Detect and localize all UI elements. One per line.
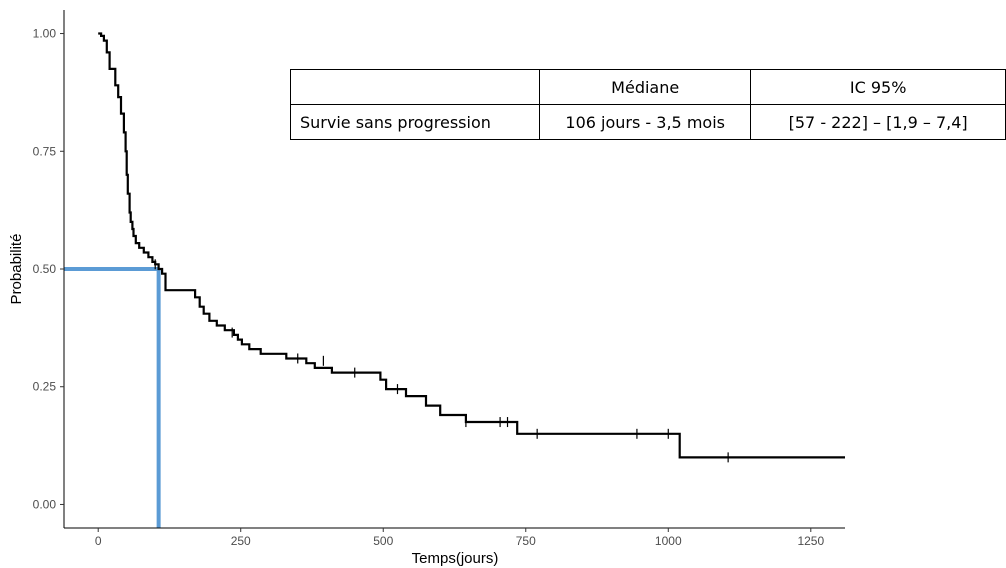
x-tick-label: 0 (95, 534, 102, 548)
y-axis-title: Probabilité (8, 234, 25, 305)
table-header-median: Médiane (539, 69, 752, 105)
y-tick-label: 0.50 (33, 262, 57, 276)
x-tick-label: 500 (373, 534, 393, 548)
table-cell-median: 106 jours - 3,5 mois (539, 104, 752, 140)
x-tick-label: 1000 (655, 534, 682, 548)
table-row-label: Survie sans progression (289, 104, 541, 140)
y-tick-label: 0.00 (33, 497, 57, 511)
x-axis-title: Temps(jours) (412, 550, 499, 567)
axis-ticks: 0.00 0.25 0.50 0.75 1.00 0 250 500 750 1000 1250 (33, 27, 825, 548)
y-tick-label: 0.75 (33, 144, 57, 158)
table-corner-cell (289, 69, 541, 105)
plot-area (64, 32, 845, 528)
median-summary-table: Médiane IC 95% Survie sans progression 1… (289, 69, 1006, 140)
table-header-row: Médiane IC 95% (289, 69, 1006, 105)
x-tick-label: 750 (516, 534, 536, 548)
y-tick-label: 1.00 (33, 27, 57, 41)
x-tick-label: 1250 (797, 534, 824, 548)
x-tick-label: 250 (231, 534, 251, 548)
y-tick-label: 0.25 (33, 380, 57, 394)
survival-curve (98, 32, 845, 459)
table-row: Survie sans progression 106 jours - 3,5 … (289, 104, 1006, 140)
table-cell-ci: [57 - 222] – [1,9 – 7,4] (750, 104, 1006, 140)
table-header-ci: IC 95% (750, 69, 1006, 105)
